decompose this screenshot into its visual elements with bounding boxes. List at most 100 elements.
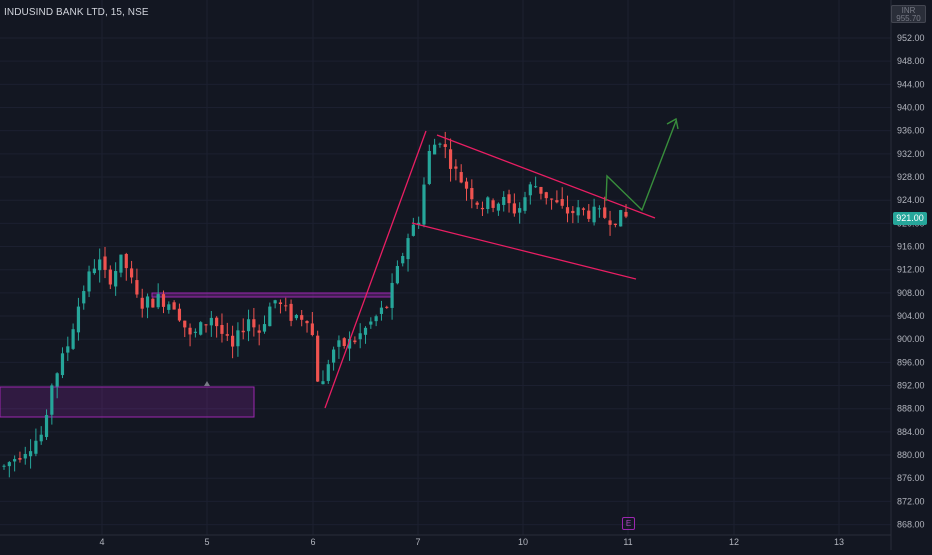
price-tick-label: 872.00 [897, 496, 925, 506]
time-tick-label: 11 [623, 537, 632, 547]
candle-body [60, 353, 65, 376]
candle-body [167, 304, 171, 310]
candle-body [193, 331, 197, 333]
price-tick-label: 932.00 [897, 149, 925, 159]
candle-body [464, 181, 469, 189]
candle-body [92, 268, 96, 274]
candle-body [401, 256, 405, 264]
earnings-event-icon[interactable]: E [622, 517, 635, 530]
grid-lines [0, 0, 891, 535]
candle-body [188, 327, 192, 335]
candle-body [225, 334, 229, 336]
candle-body [87, 271, 91, 292]
price-tick-label: 900.00 [897, 334, 925, 344]
candle-body [560, 199, 564, 206]
projection-arrowhead [666, 117, 679, 130]
time-axis[interactable]: 4 5 6 7 10 11 12 13 [99, 537, 844, 547]
candle-body [613, 223, 617, 225]
candle-body [480, 207, 485, 210]
time-tick-label: 6 [310, 537, 315, 547]
candle-body [422, 184, 426, 225]
candle-body [305, 320, 309, 324]
price-tick-label: 944.00 [897, 79, 925, 89]
currency-badge[interactable]: INR 955.70 [891, 5, 926, 23]
candle-body [534, 186, 538, 188]
price-tick-label: 928.00 [897, 172, 925, 182]
price-tick-label: 940.00 [897, 103, 925, 113]
candle-body [379, 307, 384, 314]
price-tick-label: 888.00 [897, 404, 925, 414]
candle-body [523, 197, 527, 211]
candle-body [427, 150, 431, 184]
price-axis[interactable]: 952.00 948.00 944.00 940.00 936.00 932.00 928.… [897, 33, 925, 530]
candle-body [592, 206, 596, 223]
candle-body [433, 144, 437, 155]
candle-body [204, 324, 208, 326]
candle-body [395, 266, 400, 284]
symbol-title[interactable]: INDUSIND BANK LTD, 15, NSE [4, 7, 149, 18]
candle-body [390, 282, 394, 308]
candle-body [257, 330, 261, 333]
candle-body [353, 340, 357, 343]
candle-body [114, 271, 118, 287]
candle-body [310, 323, 314, 335]
candle-body [241, 330, 245, 333]
candle-body [332, 349, 336, 363]
flag-upper-trendline [436, 134, 656, 219]
pivot-marker-icon [204, 381, 210, 386]
candle-body [555, 200, 559, 203]
price-tick-label: 884.00 [897, 427, 925, 437]
candle-body [438, 143, 442, 145]
candle-body [55, 373, 59, 387]
candle-body [443, 144, 447, 147]
candle-body [539, 186, 543, 194]
time-tick-label: 4 [99, 537, 104, 547]
candle-body [417, 222, 421, 226]
candle-body [103, 256, 107, 270]
candle-body [619, 210, 623, 227]
candle-body [411, 224, 415, 236]
price-tick-label: 924.00 [897, 195, 925, 205]
candle-body [66, 346, 70, 353]
projection-arrow [605, 120, 677, 212]
time-tick-label: 5 [204, 537, 209, 547]
candle-body [108, 269, 112, 285]
candle-body [507, 194, 511, 204]
candle-body [300, 315, 304, 320]
candle-body [358, 333, 362, 340]
candle-body [215, 317, 219, 327]
candle-body [13, 459, 17, 462]
candle-body [39, 434, 43, 442]
candle-body [581, 208, 586, 210]
candle-body [23, 453, 27, 459]
candle-body [571, 210, 575, 214]
currency-value: 955.70 [896, 14, 921, 23]
candle-body [316, 335, 320, 382]
candle-body [518, 208, 522, 213]
price-tick-label: 936.00 [897, 126, 925, 136]
candle-body [406, 238, 410, 260]
price-tick-label: 912.00 [897, 265, 925, 275]
candle-body [374, 316, 378, 322]
candle-body [246, 319, 251, 332]
candle-body [544, 192, 548, 199]
candle-body [369, 321, 373, 325]
candle-body [236, 330, 240, 347]
candle-body [71, 329, 75, 349]
candle-body [385, 306, 389, 308]
candle-body [470, 188, 474, 200]
current-price-tag: 921.00 [893, 212, 927, 225]
candle-body [597, 208, 602, 210]
candle-body [289, 303, 293, 321]
flagpole-trendline [324, 130, 427, 409]
price-tick-label: 952.00 [897, 33, 925, 43]
time-tick-label: 7 [415, 537, 420, 547]
candle-body [576, 207, 580, 216]
candle-body [475, 202, 479, 205]
price-tick-label: 896.00 [897, 357, 925, 367]
candle-body [448, 149, 453, 169]
candle-body [124, 254, 128, 269]
price-tick-label: 908.00 [897, 288, 925, 298]
